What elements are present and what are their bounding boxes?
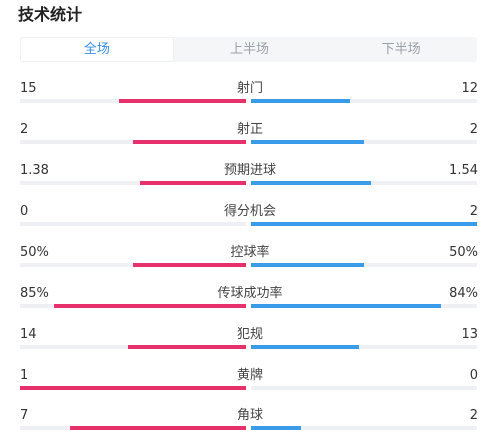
period-tabs: 全场 上半场 下半场: [20, 37, 477, 62]
tab-full-match[interactable]: 全场: [20, 37, 174, 62]
stat-label: 犯规: [236, 327, 263, 342]
away-bar-track: [251, 345, 477, 349]
away-bar: [251, 140, 364, 144]
home-bar-track: [20, 263, 246, 267]
away-bar-track: [251, 99, 477, 103]
home-bar-track: [20, 181, 246, 185]
stat-label: 预期进球: [223, 163, 276, 178]
home-bar-track: [20, 426, 246, 430]
home-bar: [139, 181, 246, 185]
stat-label: 黄牌: [236, 368, 263, 383]
away-bar-track: [251, 222, 477, 226]
home-bar: [69, 426, 246, 430]
stat-row-possession: 50% 控球率 50%: [0, 245, 500, 285]
home-value: 85%: [20, 286, 49, 301]
home-bar: [133, 140, 246, 144]
home-value: 15: [20, 81, 37, 96]
stat-label: 射门: [236, 81, 263, 96]
stat-row-fouls: 14 犯规 13: [0, 327, 500, 367]
stat-row-expected-goals: 1.38 预期进球 1.54: [0, 163, 500, 203]
home-value: 14: [20, 327, 37, 342]
tab-first-half[interactable]: 上半场: [230, 42, 270, 57]
home-bar: [119, 99, 246, 103]
away-bar-track: [251, 304, 477, 308]
away-value: 13: [461, 327, 478, 342]
away-bar: [251, 181, 371, 185]
page-title: 技术统计: [18, 5, 83, 24]
away-value: 2: [469, 204, 478, 219]
stat-label: 控球率: [230, 245, 270, 260]
away-bar-track: [251, 426, 477, 430]
home-bar: [133, 263, 246, 267]
away-value: 1.54: [449, 163, 478, 178]
stat-label: 射正: [236, 122, 263, 137]
away-value: 84%: [449, 286, 478, 301]
home-bar-track: [20, 304, 246, 308]
stat-label: 得分机会: [223, 204, 276, 219]
home-bar-track: [20, 222, 246, 226]
stat-row-pass-accuracy: 85% 传球成功率 84%: [0, 286, 500, 326]
away-value: 2: [469, 408, 478, 423]
home-value: 2: [20, 122, 29, 137]
stat-row-yellow-cards: 1 黄牌 0: [0, 368, 500, 408]
home-value: 50%: [20, 245, 49, 260]
home-bar-track: [20, 386, 246, 390]
away-value: 0: [469, 368, 478, 383]
home-value: 0: [20, 204, 29, 219]
away-bar: [251, 263, 364, 267]
stat-row-corners: 7 角球 2: [0, 408, 500, 448]
home-value: 1.38: [20, 163, 49, 178]
away-bar: [251, 426, 301, 430]
away-bar-track: [251, 181, 477, 185]
home-bar-track: [20, 345, 246, 349]
away-bar-track: [251, 386, 477, 390]
home-bar-track: [20, 99, 246, 103]
away-bar: [251, 345, 360, 349]
home-bar: [128, 345, 246, 349]
away-value: 50%: [449, 245, 478, 260]
away-bar: [251, 222, 477, 226]
away-value: 12: [461, 81, 478, 96]
home-bar-track: [20, 140, 246, 144]
stat-row-shots-on-target: 2 射正 2: [0, 122, 500, 162]
home-bar: [20, 386, 246, 390]
tab-second-half[interactable]: 下半场: [381, 42, 421, 57]
away-bar-track: [251, 263, 477, 267]
away-bar: [251, 304, 441, 308]
stat-row-big-chances: 0 得分机会 2: [0, 204, 500, 244]
away-bar-track: [251, 140, 477, 144]
stat-label: 角球: [236, 408, 263, 423]
stat-label: 传球成功率: [217, 286, 283, 301]
home-bar: [53, 304, 246, 308]
away-bar: [251, 99, 351, 103]
home-value: 1: [20, 368, 29, 383]
away-value: 2: [469, 122, 478, 137]
home-value: 7: [20, 408, 29, 423]
stat-row-shots: 15 射门 12: [0, 81, 500, 121]
